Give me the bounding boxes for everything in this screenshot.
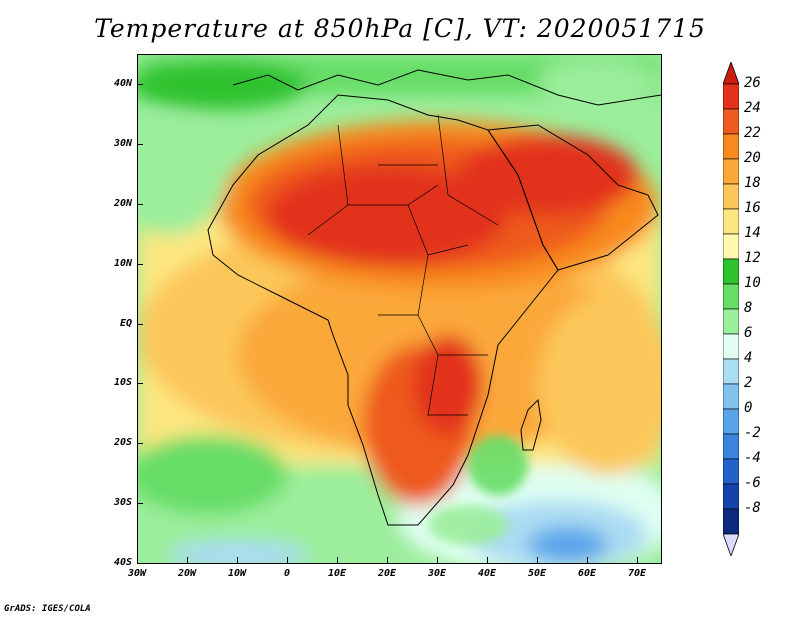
colorbar-label: -6 <box>744 475 761 491</box>
grads-credit: GrADS: IGES/COLA <box>4 604 91 614</box>
lat-label: 20S <box>113 437 132 449</box>
colorbar-swatch <box>722 258 740 285</box>
lat-tick <box>137 563 143 564</box>
colorbar-swatch <box>722 208 740 235</box>
lon-tick <box>587 557 588 563</box>
lon-tick <box>537 557 538 563</box>
lat-label: 30N <box>113 137 132 149</box>
colorbar-label: 14 <box>744 225 761 241</box>
lat-label: 10N <box>113 257 132 269</box>
lon-tick <box>637 557 638 563</box>
colorbar-swatch <box>722 483 740 510</box>
colorbar-swatch <box>722 408 740 435</box>
colorbar-bottom-triangle <box>722 533 740 558</box>
colorbar-swatch <box>722 83 740 110</box>
colorbar-label: 18 <box>744 175 761 191</box>
lon-label: 30W <box>127 568 147 579</box>
colorbar-label: -4 <box>744 450 761 466</box>
colorbar-swatches <box>722 60 740 558</box>
lon-label: 10W <box>227 568 247 579</box>
lat-label: 20N <box>113 197 132 209</box>
colorbar-label: 20 <box>744 150 761 166</box>
lat-tick <box>137 263 143 265</box>
lat-tick <box>137 143 143 145</box>
colorbar-swatch <box>722 233 740 260</box>
colorbar-label: 16 <box>744 200 761 216</box>
lon-tick <box>187 557 188 563</box>
lat-tick <box>137 443 143 445</box>
colorbar-swatch <box>722 433 740 460</box>
colorbar-swatch <box>722 108 740 135</box>
colorbar-swatch <box>722 183 740 210</box>
lon-tick <box>437 557 438 563</box>
colorbar-label: 12 <box>744 250 761 266</box>
colorbar-label: -8 <box>744 500 761 516</box>
lat-tick <box>137 203 143 205</box>
lon-label: 20W <box>177 568 197 579</box>
colorbar-swatch <box>722 383 740 410</box>
lon-tick <box>387 557 388 563</box>
colorbar-label: 24 <box>744 100 761 116</box>
lat-tick <box>137 383 143 385</box>
lon-label: 50E <box>527 568 547 579</box>
lat-label: EQ <box>119 317 132 329</box>
lat-tick <box>137 323 143 325</box>
colorbar-label: 8 <box>744 300 753 316</box>
colorbar-label: 22 <box>744 125 761 141</box>
colorbar-swatch <box>722 508 740 535</box>
lon-label: 60E <box>577 568 597 579</box>
lon-label: 40E <box>477 568 497 579</box>
lat-label: 30S <box>113 497 132 509</box>
lat-label: 40S <box>113 557 132 568</box>
lat-label: 40N <box>113 78 132 89</box>
lon-label: 70E <box>627 568 647 579</box>
chart-title: Temperature at 850hPa [C], VT: 202005171… <box>94 14 706 43</box>
colorbar-top-triangle <box>722 60 740 85</box>
lon-label: 10E <box>327 568 347 579</box>
lat-tick <box>137 503 143 505</box>
colorbar-swatch <box>722 133 740 160</box>
colorbar-label: 26 <box>744 75 761 91</box>
colorbar-label: 4 <box>744 350 753 366</box>
colorbar-swatch <box>722 308 740 335</box>
colorbar-swatch <box>722 333 740 360</box>
lon-label: 30E <box>427 568 447 579</box>
temperature-map <box>137 54 662 564</box>
lon-tick <box>137 557 138 563</box>
lon-label: 20E <box>377 568 397 579</box>
temperature-field <box>138 55 661 563</box>
colorbar-label: 6 <box>744 325 753 341</box>
colorbar-label: 10 <box>744 275 761 291</box>
colorbar-swatch <box>722 158 740 185</box>
colorbar-swatch <box>722 358 740 385</box>
lon-tick <box>337 557 338 563</box>
lat-tick <box>137 84 143 85</box>
lon-tick <box>287 557 288 563</box>
lon-label: 0 <box>283 568 291 579</box>
lon-tick <box>487 557 488 563</box>
colorbar-swatch <box>722 283 740 310</box>
colorbar-label: 0 <box>744 400 753 416</box>
lat-label: 10S <box>113 377 132 389</box>
colorbar <box>722 60 740 560</box>
colorbar-swatch <box>722 458 740 485</box>
lon-tick <box>237 557 238 563</box>
colorbar-label: -2 <box>744 425 761 441</box>
colorbar-label: 2 <box>744 375 753 391</box>
